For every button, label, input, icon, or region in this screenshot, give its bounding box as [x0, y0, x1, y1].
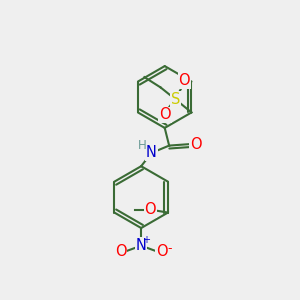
- Text: N: N: [136, 238, 147, 253]
- Text: -: -: [167, 242, 172, 255]
- Text: O: O: [190, 136, 202, 152]
- Text: O: O: [145, 202, 156, 217]
- Text: S: S: [171, 92, 180, 107]
- Text: H: H: [138, 139, 146, 152]
- Text: O: O: [156, 244, 168, 259]
- Text: O: O: [115, 244, 126, 259]
- Text: +: +: [142, 235, 150, 245]
- Text: N: N: [146, 146, 157, 160]
- Text: O: O: [178, 73, 190, 88]
- Text: O: O: [159, 107, 171, 122]
